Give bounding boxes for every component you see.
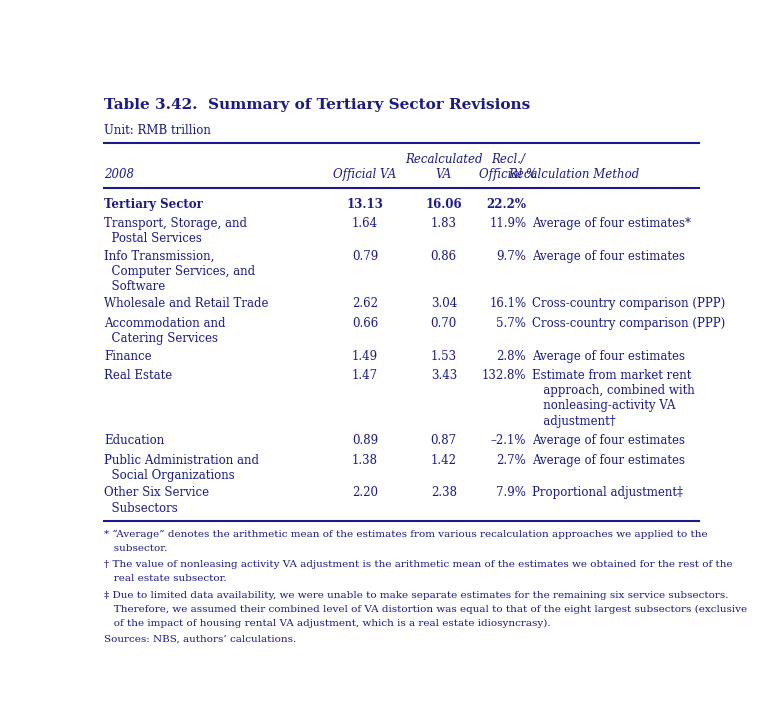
Text: Average of four estimates*: Average of four estimates* xyxy=(532,217,691,230)
Text: Therefore, we assumed their combined level of VA distortion was equal to that of: Therefore, we assumed their combined lev… xyxy=(104,605,747,614)
Text: 1.42: 1.42 xyxy=(431,454,456,467)
Text: Accommodation and: Accommodation and xyxy=(104,317,226,330)
Text: 1.47: 1.47 xyxy=(352,369,378,382)
Text: 2.38: 2.38 xyxy=(431,486,456,499)
Text: 11.9%: 11.9% xyxy=(489,217,526,230)
Text: Official %: Official % xyxy=(479,168,537,181)
Text: Social Organizations: Social Organizations xyxy=(104,469,235,482)
Text: Official VA: Official VA xyxy=(334,168,396,181)
Text: Tertiary Sector: Tertiary Sector xyxy=(104,197,203,211)
Text: 22.2%: 22.2% xyxy=(486,197,526,211)
Text: Sources: NBS, authors’ calculations.: Sources: NBS, authors’ calculations. xyxy=(104,635,296,644)
Text: 2008: 2008 xyxy=(104,168,134,181)
Text: 7.9%: 7.9% xyxy=(496,486,526,499)
Text: † The value of nonleasing activity VA adjustment is the arithmetic mean of the e: † The value of nonleasing activity VA ad… xyxy=(104,560,733,569)
Text: 1.53: 1.53 xyxy=(431,350,456,362)
Text: Finance: Finance xyxy=(104,350,152,362)
Text: Postal Services: Postal Services xyxy=(104,232,202,245)
Text: 2.62: 2.62 xyxy=(352,298,378,310)
Text: Education: Education xyxy=(104,434,164,447)
Text: Real Estate: Real Estate xyxy=(104,369,172,382)
Text: 0.87: 0.87 xyxy=(431,434,456,447)
Text: Computer Services, and: Computer Services, and xyxy=(104,265,255,278)
Text: subsector.: subsector. xyxy=(104,544,168,553)
Text: Catering Services: Catering Services xyxy=(104,332,218,345)
Text: 3.43: 3.43 xyxy=(431,369,457,382)
Text: Table 3.42.  Summary of Tertiary Sector Revisions: Table 3.42. Summary of Tertiary Sector R… xyxy=(104,98,530,112)
Text: 1.38: 1.38 xyxy=(352,454,378,467)
Text: Other Six Service: Other Six Service xyxy=(104,486,209,499)
Text: Software: Software xyxy=(104,280,165,293)
Text: of the impact of housing rental VA adjustment, which is a real estate idiosyncra: of the impact of housing rental VA adjus… xyxy=(104,619,550,628)
Text: –2.1%: –2.1% xyxy=(491,434,526,447)
Text: nonleasing-activity VA: nonleasing-activity VA xyxy=(532,400,675,412)
Text: 16.06: 16.06 xyxy=(425,197,462,211)
Text: Proportional adjustment‡: Proportional adjustment‡ xyxy=(532,486,683,499)
Text: approach, combined with: approach, combined with xyxy=(532,384,695,397)
Text: ‡ Due to limited data availability, we were unable to make separate estimates fo: ‡ Due to limited data availability, we w… xyxy=(104,591,728,599)
Text: 13.13: 13.13 xyxy=(346,197,384,211)
Text: Subsectors: Subsectors xyxy=(104,501,178,515)
Text: Cross-country comparison (PPP): Cross-country comparison (PPP) xyxy=(532,317,725,330)
Text: adjustment†: adjustment† xyxy=(532,415,615,428)
Text: 3.04: 3.04 xyxy=(431,298,457,310)
Text: * “Average” denotes the arithmetic mean of the estimates from various recalculat: * “Average” denotes the arithmetic mean … xyxy=(104,529,708,539)
Text: 5.7%: 5.7% xyxy=(496,317,526,330)
Text: 0.66: 0.66 xyxy=(352,317,378,330)
Text: Cross-country comparison (PPP): Cross-country comparison (PPP) xyxy=(532,298,725,310)
Text: Public Administration and: Public Administration and xyxy=(104,454,259,467)
Text: Unit: RMB trillion: Unit: RMB trillion xyxy=(104,124,211,137)
Text: 0.86: 0.86 xyxy=(431,250,456,263)
Text: Wholesale and Retail Trade: Wholesale and Retail Trade xyxy=(104,298,269,310)
Text: 1.49: 1.49 xyxy=(352,350,378,362)
Text: Average of four estimates: Average of four estimates xyxy=(532,454,685,467)
Text: Estimate from market rent: Estimate from market rent xyxy=(532,369,691,382)
Text: 16.1%: 16.1% xyxy=(489,298,526,310)
Text: 2.8%: 2.8% xyxy=(496,350,526,362)
Text: 9.7%: 9.7% xyxy=(496,250,526,263)
Text: 1.83: 1.83 xyxy=(431,217,456,230)
Text: Average of four estimates: Average of four estimates xyxy=(532,350,685,362)
Text: 0.89: 0.89 xyxy=(352,434,378,447)
Text: Recalculation Method: Recalculation Method xyxy=(509,168,640,181)
Text: VA: VA xyxy=(435,168,452,181)
Text: Average of four estimates: Average of four estimates xyxy=(532,434,685,447)
Text: 0.79: 0.79 xyxy=(352,250,378,263)
Text: Recalculated: Recalculated xyxy=(405,153,482,166)
Text: Average of four estimates: Average of four estimates xyxy=(532,250,685,263)
Text: real estate subsector.: real estate subsector. xyxy=(104,575,227,583)
Text: Info Transmission,: Info Transmission, xyxy=(104,250,215,263)
Text: 2.7%: 2.7% xyxy=(496,454,526,467)
Text: 1.64: 1.64 xyxy=(352,217,378,230)
Text: Transport, Storage, and: Transport, Storage, and xyxy=(104,217,247,230)
Text: 0.70: 0.70 xyxy=(431,317,457,330)
Text: 2.20: 2.20 xyxy=(352,486,378,499)
Text: 132.8%: 132.8% xyxy=(482,369,526,382)
Text: Recl./: Recl./ xyxy=(491,153,525,166)
